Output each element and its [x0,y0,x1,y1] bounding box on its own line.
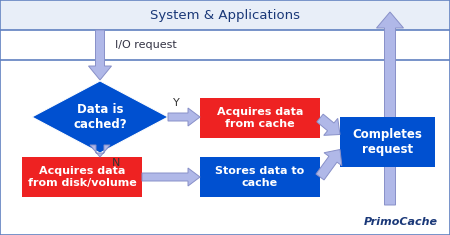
Bar [22,157,142,197]
Polygon shape [316,149,342,180]
Text: Y: Y [173,98,180,108]
Polygon shape [32,81,168,153]
Text: Acquires data
from cache: Acquires data from cache [217,107,303,129]
Polygon shape [89,30,112,80]
Bar [340,117,435,167]
Text: PrimoCache: PrimoCache [364,217,438,227]
Text: Acquires data
from disk/volume: Acquires data from disk/volume [27,166,136,188]
Text: N: N [112,158,121,168]
Text: Data is
cached?: Data is cached? [73,103,127,131]
Text: Completes
request: Completes request [352,128,423,156]
Bar [200,157,320,197]
Polygon shape [90,145,110,157]
Text: I/O request: I/O request [115,40,177,50]
Text: Stores data to
cache: Stores data to cache [216,166,305,188]
Text: System & Applications: System & Applications [150,8,300,21]
Polygon shape [168,108,200,126]
Polygon shape [317,114,340,135]
Bar [200,98,320,138]
Bar [1,1,449,30]
Polygon shape [142,168,200,186]
Polygon shape [377,12,404,205]
